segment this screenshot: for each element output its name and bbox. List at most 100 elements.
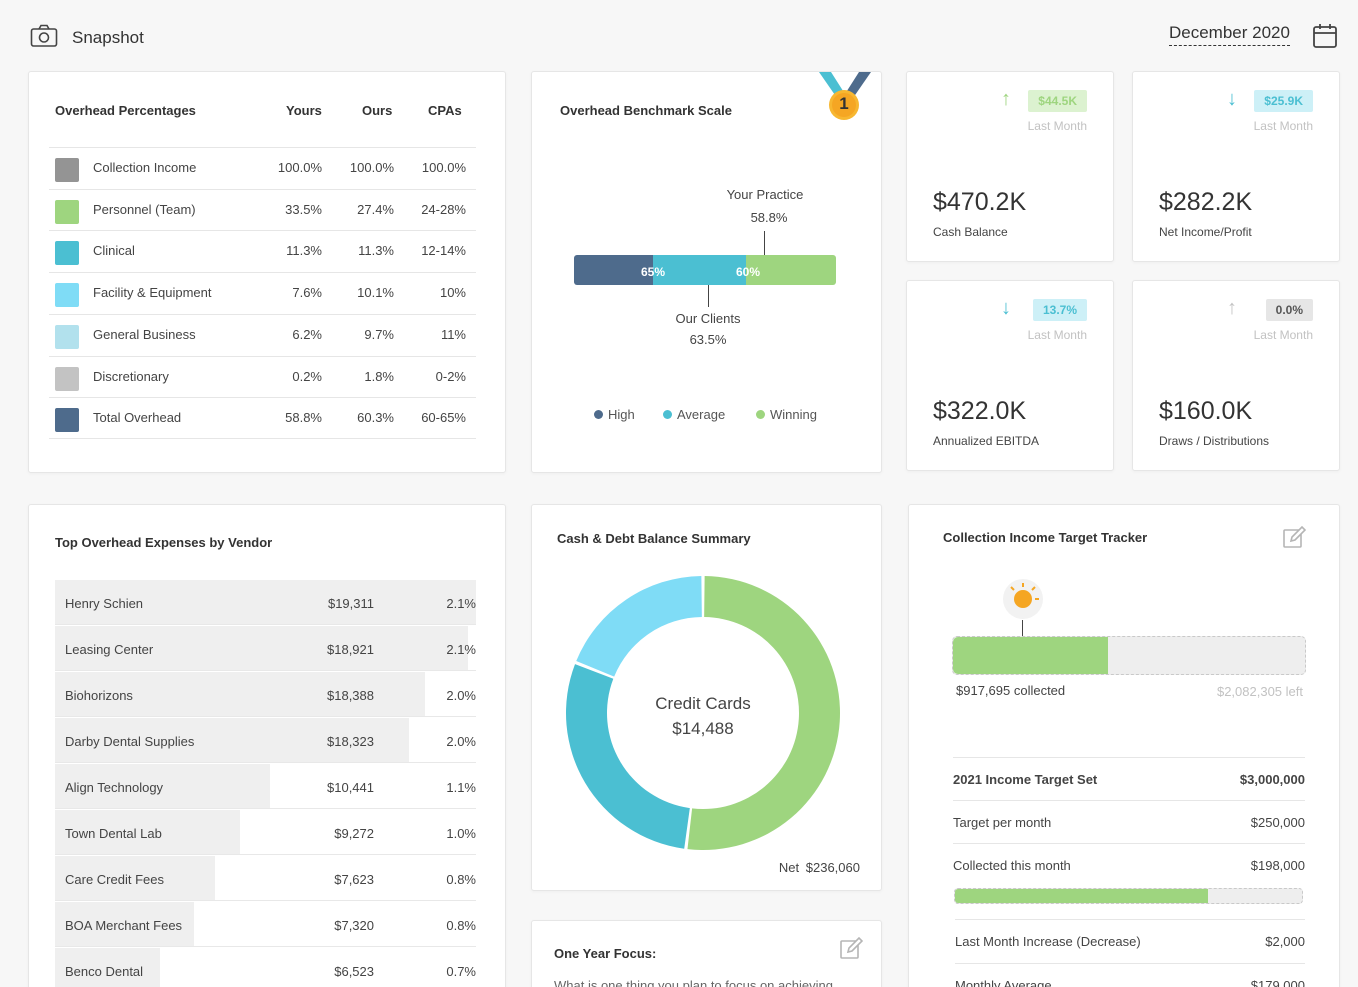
legend-dot (756, 410, 765, 419)
arrow-up-icon: ↑ (1227, 297, 1237, 319)
tracker-pointer (1022, 620, 1023, 651)
collected-amount: $917,695 collected (956, 683, 1066, 698)
donut-center-label: Credit Cards (655, 694, 751, 713)
legend-dot (663, 410, 672, 419)
our-clients-value: 63.5% (689, 332, 727, 347)
color-swatch (55, 200, 79, 224)
vendor-name: BOA Merchant Fees (65, 918, 183, 933)
color-swatch (55, 367, 79, 391)
tracker-row: Last Month Increase (Decrease) $2,000 (955, 919, 1305, 962)
focus-text[interactable]: What is one thing you plan to focus on a… (554, 978, 833, 987)
tracker-row: Monthly Average $179,000 (955, 963, 1305, 987)
month-selector[interactable]: December 2020 (1169, 23, 1290, 46)
tracker-row-label: Monthly Average (955, 978, 1052, 987)
stat-card: ↑ $44.5K Last Month $470.2K Cash Balance (906, 71, 1114, 262)
vendor-amount: $6,523 (334, 964, 374, 979)
vendor-name: Town Dental Lab (65, 826, 162, 841)
value-cpas: 0-2% (435, 369, 466, 384)
vendor-name: Benco Dental (65, 964, 144, 979)
medal-rank: 1 (839, 94, 849, 113)
net-summary: Net $236,060 (779, 860, 860, 875)
our-clients-label: Our Clients (675, 311, 741, 326)
donut-slice[interactable] (566, 664, 690, 849)
value-ours: 100.0% (349, 160, 394, 175)
row-label: Clinical (93, 243, 135, 258)
vendor-bar (55, 718, 409, 762)
legend-label: High (608, 407, 635, 422)
vendor-amount: $19,311 (327, 596, 374, 611)
calendar-icon[interactable] (1312, 23, 1338, 49)
net-label: Net (778, 860, 800, 875)
overhead-row: Clinical 11.3% 11.3% 12-14% (49, 230, 476, 272)
value-yours: 100.0% (277, 160, 322, 175)
stat-label: Draws / Distributions (1159, 434, 1270, 448)
tracker-row-value: $2,000 (1265, 934, 1305, 949)
vendor-amount: $18,921 (327, 642, 374, 657)
one-year-focus-card: One Year Focus: What is one thing you pl… (531, 920, 882, 987)
vendor-row: BOA Merchant Fees $7,320 0.8% (55, 902, 476, 947)
overhead-row: Facility & Equipment 7.6% 10.1% 10% (49, 272, 476, 314)
change-badge: 13.7% (1032, 299, 1087, 321)
stat-value: $470.2K (933, 188, 1027, 216)
vendor-percent: 2.1% (446, 642, 476, 657)
vendor-name: Darby Dental Supplies (65, 734, 195, 749)
row-label: Personnel (Team) (93, 202, 196, 217)
stat-subtitle: Last Month (1253, 119, 1313, 133)
donut-slice[interactable] (576, 576, 702, 677)
tracker-row: Target per month $250,000 (953, 800, 1305, 843)
stat-label: Cash Balance (933, 225, 1008, 239)
row-label: Collection Income (93, 160, 197, 175)
overhead-row: Personnel (Team) 33.5% 27.4% 24-28% (49, 189, 476, 231)
color-swatch (55, 408, 79, 432)
table-bottom-border (49, 438, 476, 439)
tracker-row-label: Target per month (953, 815, 1052, 830)
card-title: Collection Income Target Tracker (943, 530, 1148, 545)
overhead-percentages-card: Overhead Percentages Yours Ours CPAs Col… (28, 71, 506, 473)
change-badge: $44.5K (1028, 90, 1087, 112)
value-ours: 9.7% (364, 327, 394, 342)
stat-subtitle: Last Month (1253, 328, 1313, 342)
value-ours: 60.3% (357, 410, 394, 425)
vendor-name: Leasing Center (65, 642, 154, 657)
benchmark-bar (574, 255, 836, 285)
legend-winning: Winning (756, 407, 817, 422)
value-yours: 33.5% (285, 202, 322, 217)
column-header-yours: Yours (286, 103, 322, 118)
edit-icon[interactable] (1282, 526, 1306, 550)
your-practice-pointer (764, 231, 765, 255)
color-swatch (55, 283, 79, 307)
tracker-row-value: $250,000 (1250, 815, 1305, 830)
vendor-name: Align Technology (65, 780, 164, 795)
vendor-bar (55, 902, 194, 946)
vendor-percent: 0.7% (446, 964, 476, 979)
value-yours: 58.8% (285, 410, 322, 425)
month-progress-track (954, 888, 1303, 904)
color-swatch (55, 158, 79, 182)
vendor-percent: 1.1% (446, 780, 476, 795)
edit-icon[interactable] (839, 937, 863, 961)
clapping-hands-icon (1003, 579, 1043, 619)
vendor-expenses-card: Top Overhead Expenses by Vendor Henry Sc… (28, 504, 506, 987)
value-ours: 10.1% (357, 285, 394, 300)
card-title: Overhead Percentages (55, 103, 196, 118)
vendor-amount: $7,623 (334, 872, 374, 887)
segment-label-high: 65% (641, 265, 666, 279)
vendor-amount: $10,441 (327, 780, 374, 795)
vendor-name: Care Credit Fees (65, 872, 164, 887)
value-ours: 27.4% (357, 202, 394, 217)
stat-label: Annualized EBITDA (933, 434, 1040, 448)
row-label: Discretionary (93, 369, 169, 384)
value-cpas: 24-28% (421, 202, 466, 217)
your-practice-value: 58.8% (750, 210, 788, 225)
overhead-row: General Business 6.2% 9.7% 11% (49, 314, 476, 356)
donut-chart (566, 576, 841, 850)
vendor-row: Leasing Center $18,921 2.1% (55, 626, 476, 671)
medal-icon (819, 72, 871, 120)
stat-value: $160.0K (1159, 397, 1253, 425)
vendor-row: Align Technology $10,441 1.1% (55, 764, 476, 809)
income-tracker-card: Collection Income Target Tracker $917,69… (908, 504, 1340, 987)
donut-slice[interactable] (687, 576, 841, 850)
vendor-percent: 0.8% (446, 918, 476, 933)
legend-label: Winning (770, 407, 817, 422)
change-badge: 0.0% (1265, 299, 1313, 321)
